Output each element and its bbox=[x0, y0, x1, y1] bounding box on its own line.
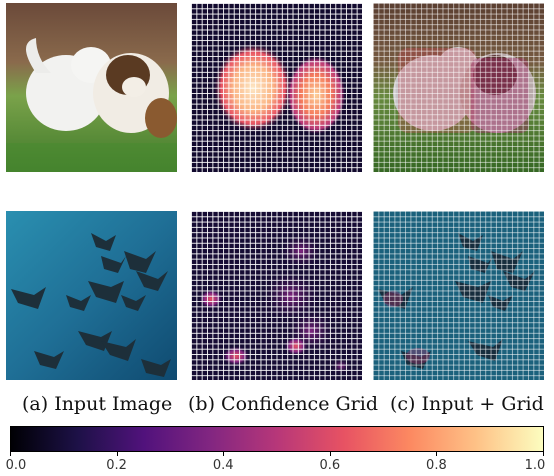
colorbar-tick bbox=[116, 452, 118, 456]
colorbar-tick bbox=[10, 452, 11, 456]
colorbar-tick-label: 0.8 bbox=[426, 458, 447, 473]
confidence-grid-lines bbox=[191, 3, 362, 172]
manta-input-plus-grid bbox=[373, 211, 544, 380]
colorbar-tick bbox=[223, 452, 225, 456]
colorbar-tick bbox=[436, 452, 438, 456]
colorbar-tick-label: 0.0 bbox=[5, 458, 27, 473]
overlay-grid-lines bbox=[373, 3, 544, 172]
colorbar-tick-label: 0.4 bbox=[212, 458, 234, 473]
cat-dog-input-image bbox=[6, 3, 177, 172]
caption-input-plus-grid: (c) Input + Grid bbox=[390, 393, 544, 415]
manta-input-image bbox=[6, 211, 177, 380]
colorbar-tick-label: 1.0 bbox=[524, 458, 546, 473]
colorbar-tick bbox=[543, 452, 544, 456]
colorbar bbox=[10, 426, 544, 452]
confidence-grid-lines bbox=[191, 211, 362, 380]
cat-dog-photo bbox=[6, 3, 177, 172]
cat-dog-input-plus-grid bbox=[373, 3, 544, 172]
colorbar-tick-label: 0.2 bbox=[106, 458, 127, 473]
overlay-grid-lines bbox=[373, 211, 544, 380]
caption-confidence-grid: (b) Confidence Grid bbox=[188, 393, 378, 415]
manta-photo bbox=[6, 211, 177, 380]
colorbar-tick bbox=[329, 452, 331, 456]
cat-dog-confidence-grid bbox=[191, 3, 362, 172]
colorbar-tick-label: 0.6 bbox=[319, 458, 341, 473]
manta-confidence-grid bbox=[191, 211, 362, 380]
caption-input-image: (a) Input Image bbox=[22, 393, 173, 415]
